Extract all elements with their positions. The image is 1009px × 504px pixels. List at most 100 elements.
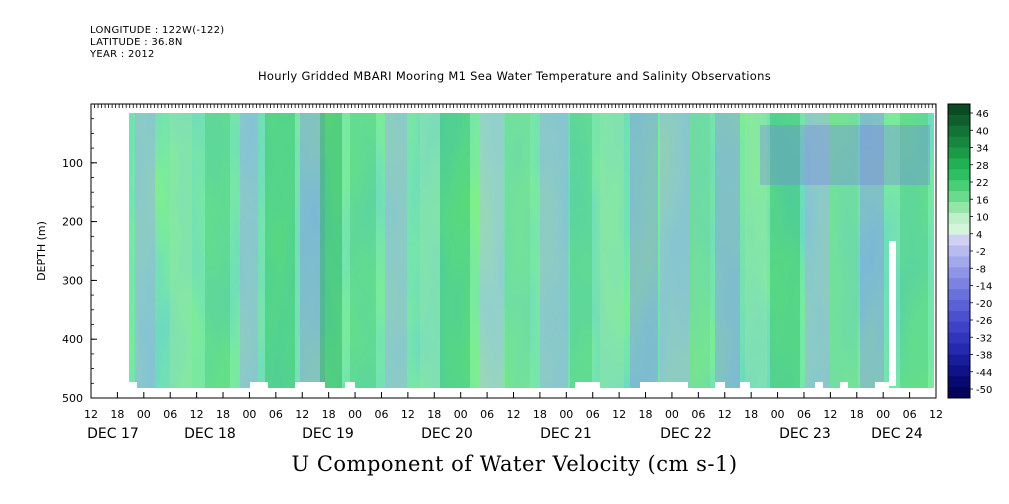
y-axis-label: DEPTH (m) [35, 221, 48, 281]
missing-data-gap [640, 382, 680, 390]
missing-data-gap [250, 382, 268, 390]
heatmap-band [630, 113, 658, 388]
x-day-label: DEC 20 [421, 426, 473, 442]
colorbar-label: 4 [976, 230, 982, 241]
heatmap-band [770, 113, 800, 388]
heatmap-band [505, 113, 530, 388]
colorbar-label: 16 [976, 195, 989, 206]
heatmap-band [300, 113, 325, 388]
x-tick-label: 18 [322, 408, 336, 421]
x-day-label: DEC 21 [540, 426, 592, 442]
x-tick-label: 06 [691, 408, 705, 421]
colorbar-swatch [948, 147, 970, 159]
heatmap-band [760, 125, 930, 185]
heatmap-band [600, 113, 624, 388]
x-tick-label: 12 [507, 408, 521, 421]
heatmap-band [385, 113, 407, 388]
x-tick-label: 00 [137, 408, 151, 421]
year-label: YEAR : 2012 [90, 49, 155, 60]
x-tick-label: 06 [586, 408, 600, 421]
heatmap-band [860, 113, 884, 388]
colorbar-label: -50 [976, 385, 992, 396]
longitude-label: LONGITUDE : 122W(-122) [90, 25, 225, 36]
x-tick-label: 00 [454, 408, 468, 421]
heatmap-band [900, 113, 928, 388]
missing-data-gap [345, 382, 355, 390]
missing-data-gap [840, 382, 848, 390]
colorbar-label: -32 [976, 333, 992, 344]
colorbar-swatch [948, 300, 970, 312]
colorbar-swatch [948, 278, 970, 290]
colorbar-label: 28 [976, 161, 989, 172]
colorbar-label: 40 [976, 126, 989, 137]
colorbar-swatch [948, 158, 970, 170]
colorbar-swatch [948, 343, 970, 355]
x-day-label: DEC 18 [184, 426, 236, 442]
y-tick-label: 200 [62, 216, 83, 229]
heatmap-band [135, 113, 155, 388]
missing-data-gap [129, 382, 137, 390]
colorbar-label: -2 [976, 247, 986, 258]
colorbar-swatch [948, 387, 970, 399]
x-tick-label: 18 [427, 408, 441, 421]
heatmap-band [805, 113, 830, 388]
colorbar-swatch [948, 191, 970, 203]
heatmap-band [715, 113, 740, 388]
heatmap-band [350, 113, 376, 388]
heatmap-band [320, 113, 342, 388]
x-tick-label: 12 [718, 408, 732, 421]
colorbar-label: 46 [976, 109, 989, 120]
x-tick-label: 12 [84, 408, 98, 421]
colorbar-label: -8 [976, 264, 986, 275]
chart-title: Hourly Gridded MBARI Mooring M1 Sea Wate… [257, 69, 772, 83]
colorbar-label: -14 [976, 282, 992, 293]
colorbar-label: -20 [976, 299, 992, 310]
x-tick-label: 18 [110, 408, 124, 421]
colorbar-swatch [948, 245, 970, 257]
colorbar-swatch [948, 180, 970, 192]
x-tick-label: 18 [744, 408, 758, 421]
x-tick-label: 18 [639, 408, 653, 421]
missing-data-gap [295, 382, 325, 390]
colorbar-swatch [948, 354, 970, 366]
x-tick-label: 06 [269, 408, 283, 421]
colorbar-swatch [948, 310, 970, 323]
x-day-label: DEC 19 [302, 426, 354, 442]
colorbar-swatch [948, 234, 970, 247]
colorbar-swatch [948, 321, 970, 334]
heatmap-band [480, 113, 504, 388]
colorbar-swatch [948, 114, 970, 127]
heatmap-band [420, 113, 440, 388]
x-tick-label: 18 [533, 408, 547, 421]
x-tick-label: 00 [876, 408, 890, 421]
colorbar-swatch [948, 289, 970, 301]
colorbar-swatch [948, 212, 970, 225]
colorbar-swatch [948, 202, 970, 214]
heatmap-band [745, 113, 767, 388]
y-tick-label: 300 [62, 274, 83, 287]
colorbar-label: 22 [976, 178, 989, 189]
heatmap-field [129, 113, 934, 390]
missing-data-gap [889, 241, 896, 386]
heatmap-band [570, 113, 592, 388]
colorbar-swatch [948, 104, 970, 116]
heatmap-band [440, 113, 470, 388]
x-tick-label: 00 [771, 408, 785, 421]
x-day-label: DEC 24 [871, 426, 923, 442]
x-tick-label: 12 [190, 408, 204, 421]
x-tick-label: 00 [348, 408, 362, 421]
x-day-label: DEC 22 [660, 426, 712, 442]
x-tick-label: 00 [665, 408, 679, 421]
colorbar-swatch [948, 223, 970, 236]
heatmap-band [660, 113, 690, 388]
x-tick-label: 18 [850, 408, 864, 421]
heatmap-band [830, 113, 858, 388]
colorbar-label: -26 [976, 316, 992, 327]
x-axis-title: U Component of Water Velocity (cm s-1) [291, 452, 738, 476]
x-tick-label: 12 [295, 408, 309, 421]
heatmap-band [540, 113, 568, 388]
colorbar: 46 40 34 28 22 16 10 4 -2 -8 -14 -20 -26 -32 -38 -44 -50 [947, 103, 992, 399]
missing-data-gap [875, 382, 889, 390]
x-tick-label: 06 [797, 408, 811, 421]
